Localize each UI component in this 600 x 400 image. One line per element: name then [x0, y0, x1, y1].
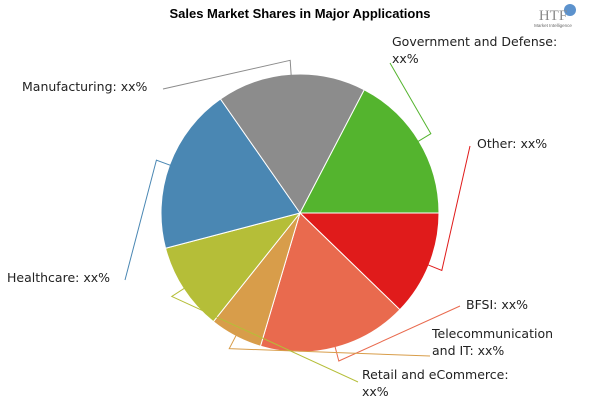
- leader-line: [333, 305, 461, 362]
- globe-icon: [564, 4, 576, 16]
- slice-label: Retail and eCommerce: xx%: [362, 367, 509, 399]
- slice-label: Healthcare: xx%: [7, 270, 110, 285]
- leader-line: [162, 59, 292, 90]
- leader-line: [228, 330, 431, 357]
- slice-label: Other: xx%: [477, 136, 547, 151]
- slice-label: Telecommunication and IT: xx%: [431, 326, 553, 358]
- slice-label: BFSI: xx%: [466, 297, 528, 312]
- logo-subtext: Market Intelligence: [534, 23, 572, 28]
- slice-label: Manufacturing: xx%: [22, 79, 147, 94]
- leader-line: [389, 62, 432, 145]
- htf-logo: HTF Market Intelligence: [534, 4, 576, 28]
- leader-line: [170, 285, 359, 383]
- chart-title: Sales Market Shares in Major Application…: [169, 6, 430, 21]
- leader-line: [423, 145, 471, 272]
- logo-text: HTF: [539, 8, 567, 24]
- leader-line: [124, 159, 176, 281]
- slice-label: Government and Defense: xx%: [392, 34, 557, 66]
